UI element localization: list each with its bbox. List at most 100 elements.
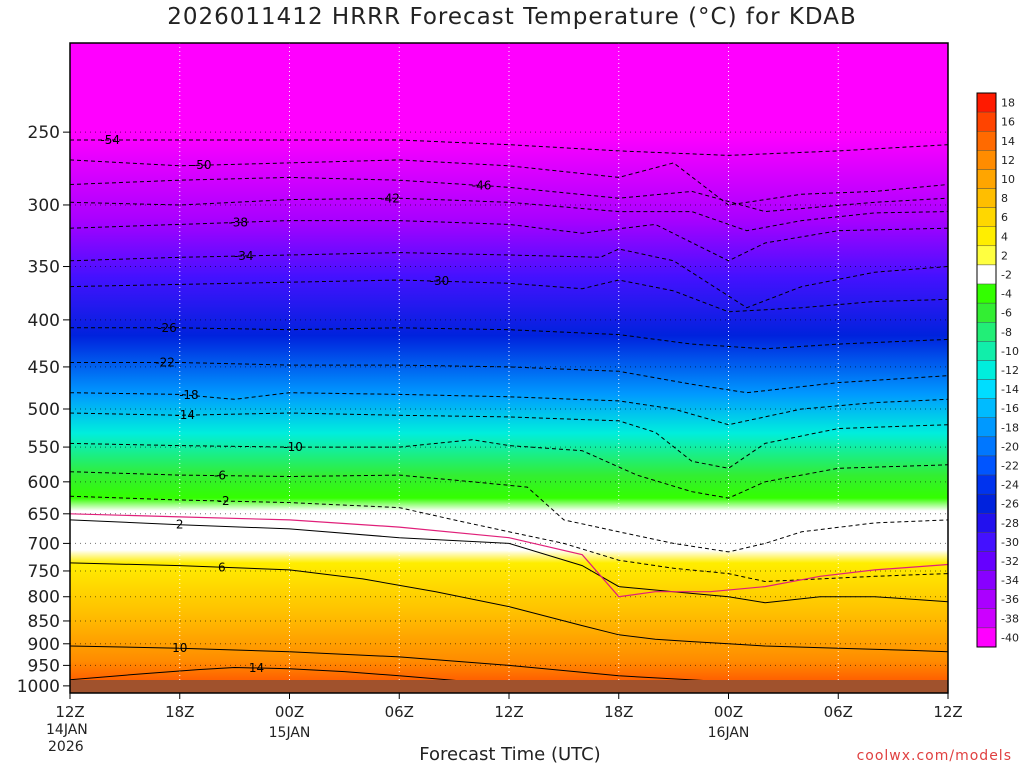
colorbar-swatch [976, 341, 997, 361]
isotherm-label: -46 [472, 179, 492, 193]
y-tick-label: 950 [28, 656, 60, 676]
y-tick-label: 550 [28, 438, 60, 458]
colorbar-label: -2 [1001, 268, 1012, 281]
isotherm-line [70, 220, 948, 262]
colorbar-label: -34 [1001, 574, 1019, 587]
colorbar-label: -38 [1001, 612, 1019, 625]
isotherm-line [70, 666, 546, 689]
isotherm-line [70, 362, 948, 394]
y-tick-label: 450 [28, 358, 60, 378]
colorbar-label: -6 [1001, 307, 1012, 320]
colorbar-label: -40 [1001, 631, 1019, 644]
isotherm-label: 10 [172, 641, 187, 655]
colorbar-swatch [976, 264, 997, 285]
colorbar-swatch [976, 302, 997, 323]
colorbar-label: -20 [1001, 440, 1019, 453]
y-tick-label: 900 [28, 635, 60, 655]
colorbar-swatch [976, 169, 997, 189]
colorbar-swatch [976, 436, 997, 457]
x-date-label: 15JAN [269, 725, 311, 741]
y-tick-label: 600 [28, 473, 60, 493]
y-tick-label: 800 [28, 588, 60, 608]
colorbar-swatch [976, 570, 997, 590]
colorbar-label: -24 [1001, 479, 1019, 492]
colorbar-swatch [976, 589, 997, 609]
isotherm-label: -10 [283, 440, 303, 454]
colorbar-label: 2 [1001, 249, 1008, 262]
x-tick-label: 12Z [494, 703, 523, 721]
colorbar-label: -32 [1001, 555, 1019, 568]
y-tick-label: 250 [28, 123, 60, 143]
x-tick-label: 12Z [55, 703, 84, 721]
x-tick-label: 18Z [165, 703, 194, 721]
isotherm-label: 2 [176, 518, 184, 532]
y-tick-label: 750 [28, 562, 60, 582]
x-axis-title: Forecast Time (UTC) [419, 744, 601, 765]
colorbar-swatch [976, 322, 997, 342]
isotherm-line [70, 159, 948, 206]
colorbar-swatch [976, 111, 997, 132]
colorbar-label: -22 [1001, 460, 1019, 473]
colorbar-swatch [976, 207, 997, 227]
colorbar-swatch [976, 379, 997, 399]
isotherm-label: -34 [234, 249, 254, 263]
x-date-label: 16JAN [708, 725, 750, 741]
isotherm-line [70, 327, 948, 350]
x-tick-label: 06Z [824, 703, 853, 721]
colorbar-label: -12 [1001, 364, 1019, 377]
isotherm-line [70, 519, 948, 604]
isotherm-line [70, 495, 948, 583]
colorbar-label: -28 [1001, 517, 1019, 530]
colorbar-swatch [976, 513, 997, 533]
colorbar-label: -36 [1001, 593, 1019, 606]
isotherm-line [70, 439, 948, 499]
ground-surface [70, 680, 948, 693]
colorbar-swatch [976, 532, 997, 552]
isotherm-label: -14 [175, 408, 195, 422]
x-tick-label: 06Z [385, 703, 414, 721]
colorbar-label: 6 [1001, 211, 1008, 224]
isotherm-label: -26 [157, 321, 177, 335]
start-date-day: 14JAN [46, 722, 88, 738]
colorbar-label: -18 [1001, 421, 1019, 434]
y-tick-label: 400 [28, 311, 60, 331]
colorbar-swatch [976, 245, 997, 266]
colorbar-swatch [976, 551, 997, 571]
isotherm-label: 14 [249, 661, 264, 675]
colorbar-swatch [976, 627, 997, 648]
colorbar-swatch [976, 493, 997, 514]
isotherm-label: -30 [430, 274, 450, 288]
y-tick-label: 300 [28, 196, 60, 216]
isotherm-line [70, 279, 948, 313]
isotherm-label: -38 [228, 215, 248, 229]
colorbar-swatch [976, 283, 997, 304]
x-tick-label: 00Z [275, 703, 304, 721]
x-tick-label: 00Z [714, 703, 743, 721]
colorbar-label: 14 [1001, 135, 1015, 148]
isotherm-line [70, 248, 948, 309]
freezing-level-line [70, 513, 948, 598]
start-date-year: 2026 [48, 739, 84, 755]
colorbar-swatch [976, 608, 997, 629]
isotherm-line [70, 197, 948, 232]
y-tick-label: 650 [28, 505, 60, 525]
credit-text: coolwx.com/models [856, 748, 1012, 764]
colorbar-swatch [976, 360, 997, 380]
colorbar-label: -16 [1001, 402, 1019, 415]
y-axis: 250 300 350 400 450 500 550 600 650 700 750 800 850 9… [17, 123, 70, 697]
colorbar-swatch [976, 92, 997, 113]
y-tick-label: 350 [28, 258, 60, 278]
colorbar-label: -26 [1001, 498, 1019, 511]
isotherm-line [70, 562, 948, 653]
colorbar-swatch [976, 417, 997, 438]
colorbar-swatch [976, 474, 997, 495]
colorbar-label: -8 [1001, 326, 1012, 339]
colorbar-label: -14 [1001, 383, 1019, 396]
isotherm-lines: -54-50-46-42-38-34-30-26-22-18-14-10-6-2… [70, 133, 948, 689]
chart-title: 2026011412 HRRR Forecast Temperature (°C… [167, 4, 857, 30]
y-tick-label: 500 [28, 400, 60, 420]
colorbar-label: -30 [1001, 536, 1019, 549]
isotherm-label: -18 [179, 388, 199, 402]
colorbar-frame [976, 92, 997, 648]
plot-area: -54-50-46-42-38-34-30-26-22-18-14-10-6-2… [69, 42, 949, 694]
